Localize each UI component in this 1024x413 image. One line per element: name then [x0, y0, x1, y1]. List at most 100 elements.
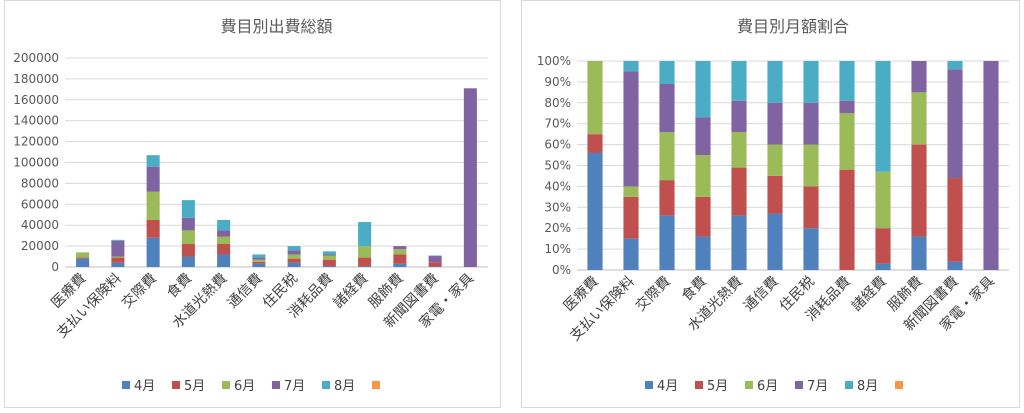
bar-segment-5月[interactable]: [731, 167, 747, 216]
bar-segment-6月[interactable]: [322, 255, 336, 260]
bar-segment-4月[interactable]: [911, 236, 927, 270]
bar-segment-5月[interactable]: [217, 244, 231, 255]
bar-segment-7月[interactable]: [623, 71, 639, 187]
bar-segment-6月[interactable]: [181, 230, 195, 245]
bar-segment-7月[interactable]: [181, 217, 195, 231]
bar-segment-8月[interactable]: [839, 61, 855, 101]
bar-segment-4月[interactable]: [76, 258, 90, 267]
bar-segment-8月[interactable]: [731, 61, 747, 101]
bar-segment-7月[interactable]: [947, 69, 963, 179]
bar-segment-7月[interactable]: [322, 254, 336, 256]
bar-segment-5月[interactable]: [587, 134, 603, 153]
bar-segment-8月[interactable]: [428, 255, 442, 257]
bar-segment-7月[interactable]: [731, 100, 747, 133]
bar-segment-6月[interactable]: [587, 61, 603, 135]
bar-segment-5月[interactable]: [358, 257, 372, 266]
bar-segment-8月[interactable]: [181, 200, 195, 218]
bar-segment-4月[interactable]: [252, 263, 266, 267]
bar-segment-4月[interactable]: [731, 215, 747, 270]
bar-segment-6月[interactable]: [767, 144, 783, 176]
bar-segment-6月[interactable]: [287, 254, 301, 259]
bar-segment-7月[interactable]: [393, 246, 407, 250]
bar-segment-4月[interactable]: [428, 266, 442, 267]
bar-segment-7月[interactable]: [911, 61, 927, 93]
bar-segment-7月[interactable]: [695, 117, 711, 156]
bar-segment-7月[interactable]: [146, 166, 160, 192]
bar-segment-7月[interactable]: [287, 250, 301, 255]
bar-segment-6月[interactable]: [252, 259, 266, 262]
bar-segment-5月[interactable]: [695, 196, 711, 237]
bar-segment-8月[interactable]: [252, 254, 266, 258]
chart-panel-share[interactable]: 費目別月額割合 0% 10% 20% 30% 40% 50% 60% 70% 80% 90% 100%…: [521, 0, 1020, 408]
bar-segment-5月[interactable]: [252, 261, 266, 264]
bar-segment-7月[interactable]: [839, 100, 855, 114]
bar-segment-8月[interactable]: [111, 239, 125, 241]
bar-segment-6月[interactable]: [111, 256, 125, 258]
bar-segment-6月[interactable]: [659, 132, 675, 181]
bar-segment-5月[interactable]: [803, 186, 819, 229]
bar-segment-4月[interactable]: [322, 265, 336, 267]
bar-segment-7月[interactable]: [428, 256, 442, 263]
bar-segment-6月[interactable]: [803, 144, 819, 187]
bar-segment-5月[interactable]: [875, 228, 891, 264]
bar-segment-4月[interactable]: [393, 263, 407, 267]
bar-segment-8月[interactable]: [767, 61, 783, 103]
bar-segment-5月[interactable]: [659, 180, 675, 216]
bar-segment-8月[interactable]: [623, 61, 639, 72]
bar-segment-5月[interactable]: [393, 254, 407, 264]
bar-segment-7月[interactable]: [217, 230, 231, 237]
bar-segment-4月[interactable]: [146, 237, 160, 267]
bar-segment-8月[interactable]: [659, 61, 675, 84]
bar-segment-7月[interactable]: [803, 102, 819, 145]
bar-segment-4月[interactable]: [358, 265, 372, 267]
bar-segment-4月[interactable]: [181, 256, 195, 267]
bar-segment-5月[interactable]: [947, 178, 963, 262]
bar-segment-6月[interactable]: [875, 171, 891, 229]
bar-segment-5月[interactable]: [287, 258, 301, 263]
bar-segment-6月[interactable]: [358, 246, 372, 258]
bar-segment-8月[interactable]: [875, 61, 891, 172]
bar-segment-5月[interactable]: [322, 259, 336, 266]
bar-segment-4月[interactable]: [659, 215, 675, 270]
bar-segment-8月[interactable]: [146, 155, 160, 167]
bar-segment-8月[interactable]: [217, 219, 231, 231]
bar-segment-8月[interactable]: [695, 61, 711, 118]
bar-segment-4月[interactable]: [623, 238, 639, 270]
bar-segment-5月[interactable]: [839, 169, 855, 270]
bar-segment-4月[interactable]: [111, 262, 125, 267]
bar-segment-6月[interactable]: [393, 249, 407, 255]
bar-segment-4月[interactable]: [287, 262, 301, 267]
bar-segment-6月[interactable]: [839, 113, 855, 170]
bar-segment-4月[interactable]: [875, 263, 891, 270]
bar-segment-6月[interactable]: [623, 186, 639, 197]
bar-segment-4月[interactable]: [767, 213, 783, 270]
bar-segment-8月[interactable]: [287, 246, 301, 251]
bar-segment-7月[interactable]: [767, 102, 783, 145]
bar-segment-6月[interactable]: [146, 191, 160, 220]
bar-segment-4月[interactable]: [695, 236, 711, 270]
bar-segment-4月[interactable]: [803, 228, 819, 270]
bar-segment-6月[interactable]: [217, 236, 231, 245]
bar-segment-8月[interactable]: [947, 61, 963, 70]
bar-segment-5月[interactable]: [111, 257, 125, 263]
bar-segment-6月[interactable]: [695, 155, 711, 197]
chart-panel-total[interactable]: 費目別出費総額 0 20000 40000 60000 80000 100000 120000…: [4, 0, 501, 408]
bar-segment-5月[interactable]: [428, 262, 442, 267]
bar-segment-7月[interactable]: [463, 88, 477, 268]
bar-segment-5月[interactable]: [181, 244, 195, 257]
bar-segment-7月[interactable]: [659, 83, 675, 133]
bar-segment-8月[interactable]: [803, 61, 819, 103]
bar-segment-6月[interactable]: [76, 252, 90, 258]
bar-segment-6月[interactable]: [911, 92, 927, 145]
bar-segment-5月[interactable]: [76, 257, 90, 259]
bar-segment-6月[interactable]: [731, 132, 747, 168]
bar-segment-8月[interactable]: [322, 251, 336, 255]
bar-segment-4月[interactable]: [947, 261, 963, 270]
bar-segment-4月[interactable]: [587, 152, 603, 270]
bar-segment-5月[interactable]: [767, 175, 783, 214]
bar-segment-5月[interactable]: [911, 144, 927, 237]
bar-segment-4月[interactable]: [217, 254, 231, 267]
bar-segment-7月[interactable]: [983, 61, 999, 270]
bar-segment-7月[interactable]: [111, 240, 125, 257]
bar-segment-7月[interactable]: [252, 257, 266, 260]
